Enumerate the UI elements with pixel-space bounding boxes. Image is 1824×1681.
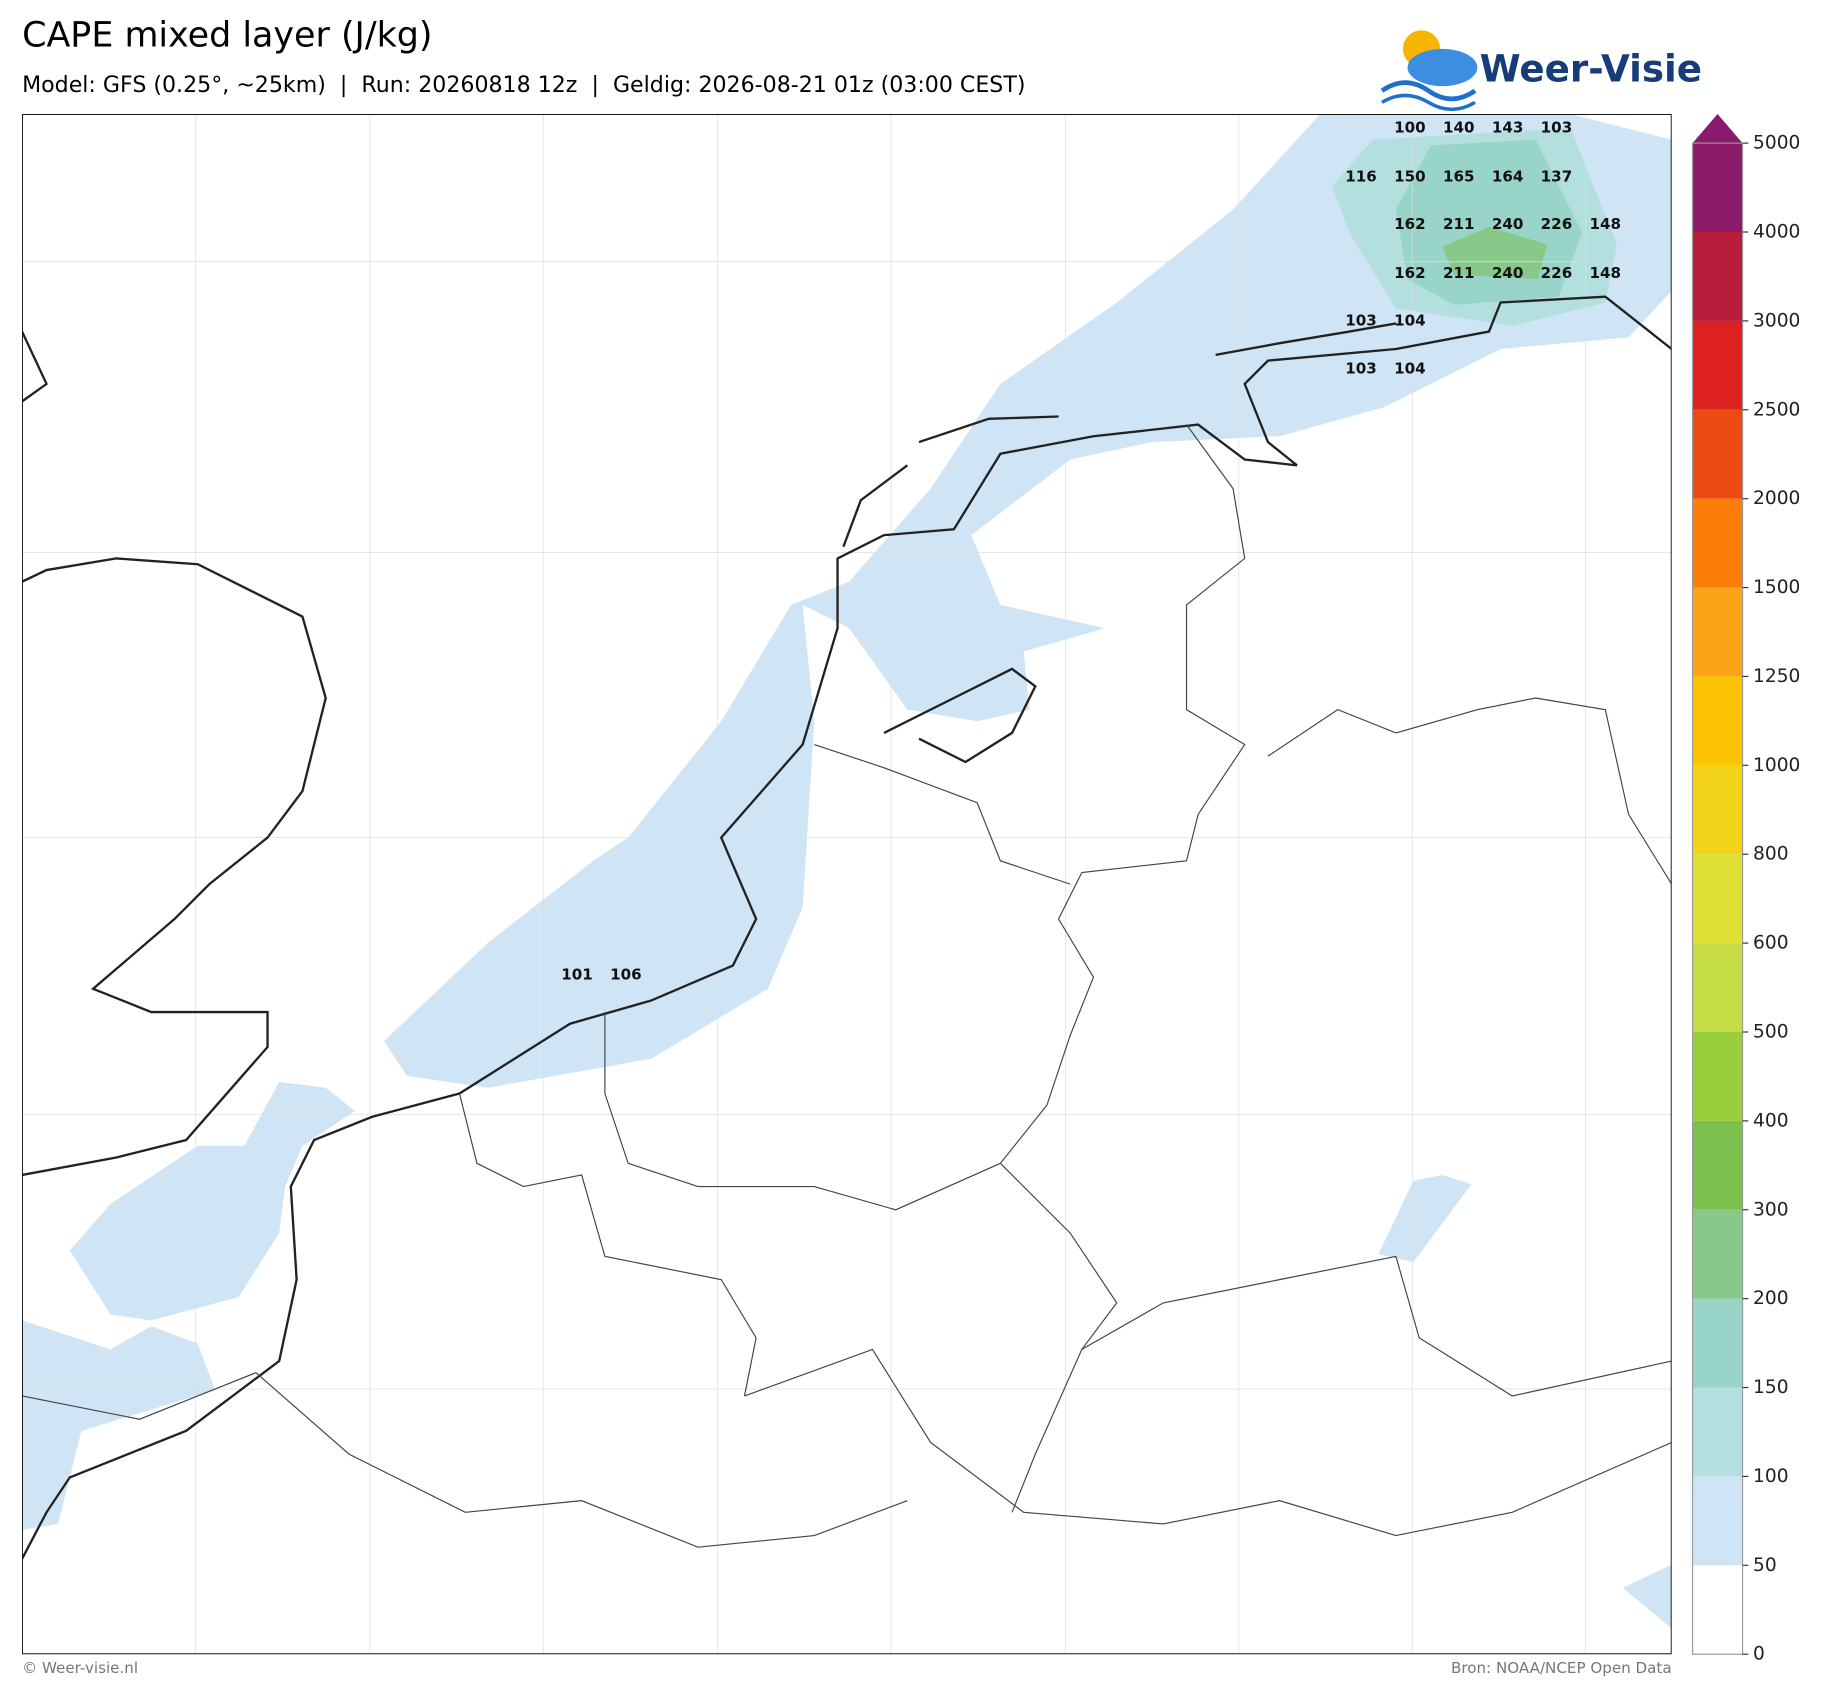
value-label: 226 (1541, 215, 1573, 233)
value-label: 101 (561, 965, 593, 983)
value-label: 140 (1443, 119, 1475, 137)
colorbar-bin (1692, 143, 1743, 233)
colorbar-bin (1692, 1031, 1743, 1121)
colorbar: 0 50 100 150 200 300 400 500 600 800 1000 1250 1500 2… (1691, 114, 1800, 1665)
colorbar-bin (1692, 854, 1743, 944)
footer-left: © Weer-visie.nl (22, 1659, 138, 1677)
value-label: 137 (1541, 167, 1573, 185)
value-label: 106 (610, 965, 642, 983)
value-label: 211 (1443, 264, 1475, 282)
value-label: 103 (1345, 312, 1377, 330)
colorbar-tick-label: 300 (1753, 1199, 1789, 1220)
colorbar-tick-label: 1500 (1753, 577, 1800, 598)
value-label: 164 (1492, 167, 1524, 185)
map: 100 140 143 103 116 150 165 164 137 162 211 240 226 1… (22, 114, 1672, 1655)
value-label: 211 (1443, 215, 1475, 233)
colorbar-tick-label: 500 (1753, 1021, 1789, 1042)
colorbar-tick-label: 4000 (1753, 222, 1800, 243)
colorbar-bin (1692, 1120, 1743, 1210)
colorbar-tick-label: 100 (1753, 1466, 1789, 1487)
value-label: 103 (1345, 359, 1377, 377)
value-label: 240 (1492, 264, 1524, 282)
colorbar-tick-label: 800 (1753, 844, 1789, 865)
colorbar-bin (1692, 587, 1743, 677)
coastlines (22, 295, 1672, 1560)
colorbar-tick-label: 5000 (1753, 133, 1800, 154)
colorbar-tick-label: 3000 (1753, 310, 1800, 331)
colorbar-bin (1692, 232, 1743, 321)
value-label: 103 (1541, 119, 1573, 137)
subtitle: Model: GFS (0.25°, ~25km) | Run: 2026081… (22, 72, 1025, 98)
colorbar-tick-label: 1250 (1753, 666, 1800, 687)
colorbar-tick-label: 2000 (1753, 488, 1800, 509)
colorbar-bin (1692, 1565, 1743, 1655)
borders (22, 424, 1672, 1548)
value-label: 226 (1541, 264, 1573, 282)
logo-text: Weer-Visie (1480, 46, 1702, 90)
value-labels: 100 140 143 103 116 150 165 164 137 162 211 240 226 1… (561, 119, 1621, 984)
colorbar-bin (1692, 1476, 1743, 1566)
value-label: 148 (1590, 264, 1622, 282)
colorbar-bin (1692, 1209, 1743, 1299)
colorbar-bin (1692, 676, 1743, 766)
colorbar-bin (1692, 765, 1743, 855)
colorbar-bin (1692, 409, 1743, 499)
title: CAPE mixed layer (J/kg) (22, 16, 432, 56)
colorbar-tick-label: 50 (1753, 1555, 1777, 1576)
colorbar-tick-label: 200 (1753, 1288, 1789, 1309)
value-label: 104 (1394, 359, 1426, 377)
value-label: 100 (1394, 119, 1426, 137)
value-label: 148 (1590, 215, 1622, 233)
value-label: 104 (1394, 312, 1426, 330)
footer-right: Bron: NOAA/NCEP Open Data (1451, 1659, 1672, 1677)
colorbar-bin (1692, 1387, 1743, 1477)
colorbar-bin (1692, 498, 1743, 588)
colorbar-tick-label: 2500 (1753, 399, 1800, 420)
colorbar-extension (1692, 114, 1743, 144)
value-label: 143 (1492, 119, 1524, 137)
colorbar-bin (1692, 943, 1743, 1032)
colorbar-tick-label: 400 (1753, 1110, 1789, 1131)
value-label: 240 (1492, 215, 1524, 233)
shading (22, 114, 1672, 1629)
colorbar-tick-label: 600 (1753, 933, 1789, 954)
colorbar-tick-label: 1000 (1753, 755, 1800, 776)
colorbar-tick-label: 0 (1753, 1644, 1765, 1665)
value-label: 116 (1345, 167, 1377, 185)
colorbar-bin (1692, 1298, 1743, 1388)
value-label: 162 (1394, 215, 1426, 233)
value-label: 162 (1394, 264, 1426, 282)
colorbar-tick-label: 150 (1753, 1377, 1789, 1398)
colorbar-frame (1691, 142, 1744, 1655)
logo: Weer-Visie (1380, 30, 1702, 112)
value-label: 150 (1394, 167, 1426, 185)
value-label: 165 (1443, 167, 1475, 185)
colorbar-bin (1692, 320, 1743, 410)
